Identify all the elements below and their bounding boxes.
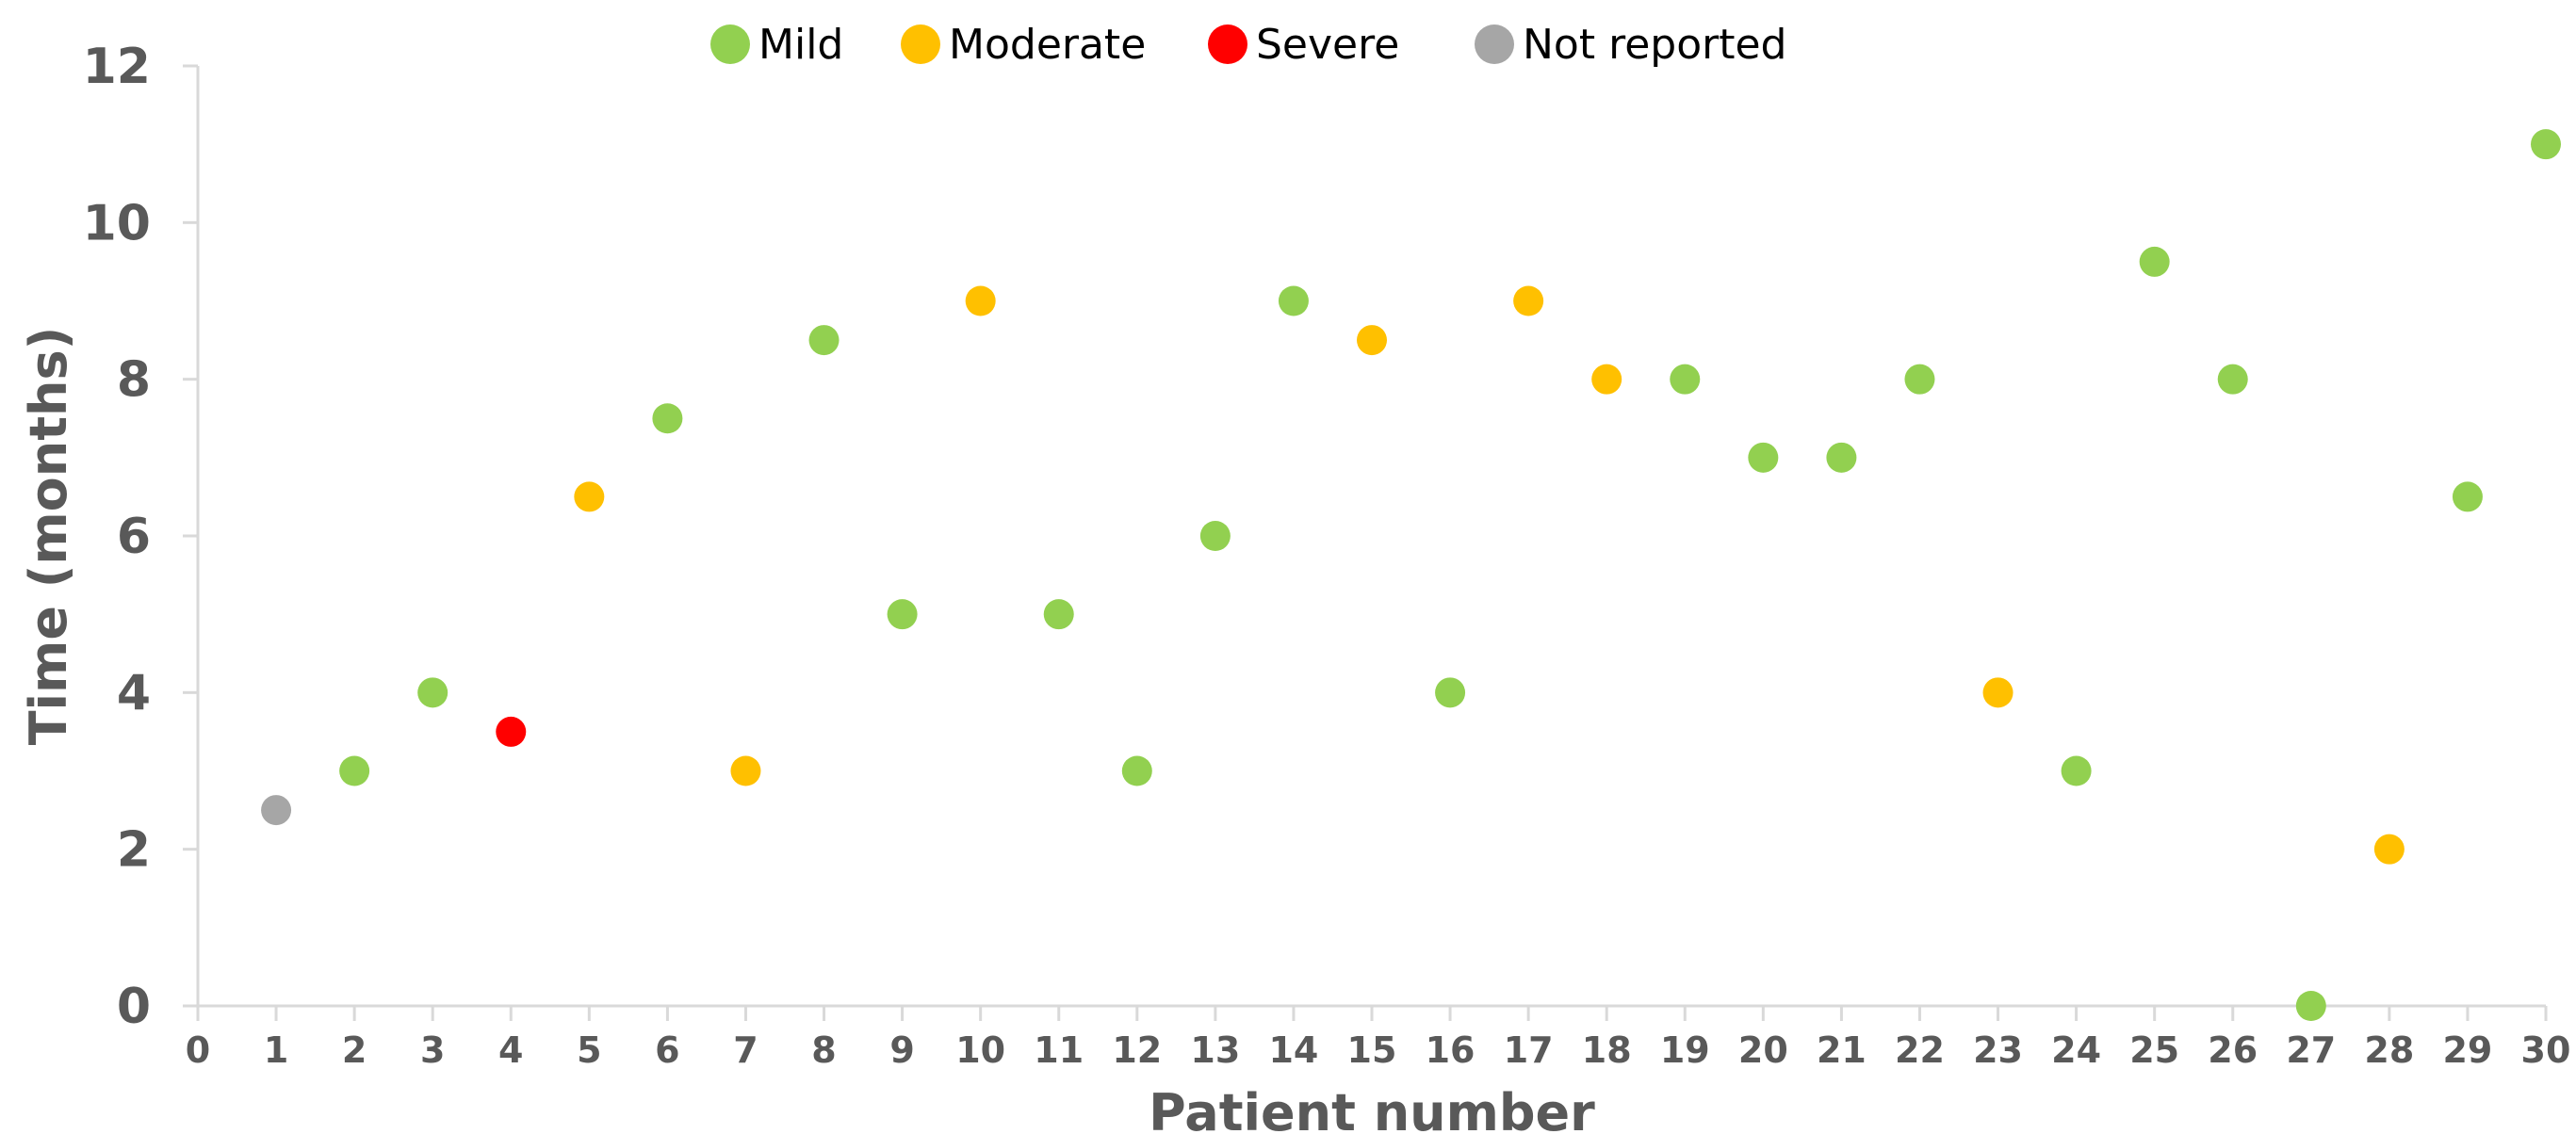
- x-ticks: 0 1 2 3 4 5 6 7 8 9 10 11 12 13 14 15 16 17 18 19 20 21 22 23 24…: [186, 1006, 2571, 1071]
- data-points: [261, 129, 2561, 1021]
- data-point-mild: [2217, 364, 2248, 395]
- x-tick-label: 13: [1190, 1029, 1240, 1071]
- legend-marker: [710, 24, 750, 64]
- x-tick-label: 15: [1347, 1029, 1397, 1071]
- data-point-mild: [1435, 677, 1466, 708]
- x-tick-label: 29: [2442, 1029, 2492, 1071]
- data-point-mild: [2452, 481, 2483, 512]
- data-point-mild: [1904, 364, 1935, 395]
- y-ticks: 0 2 4 6 8 10 12: [83, 39, 198, 1035]
- data-point-mild: [1670, 364, 1701, 395]
- x-tick-label: 27: [2286, 1029, 2336, 1071]
- x-tick-label: 25: [2129, 1029, 2179, 1071]
- x-tick-label: 18: [1582, 1029, 1632, 1071]
- legend-label: Mild: [758, 21, 843, 69]
- y-tick-label: 8: [117, 352, 151, 409]
- data-point-mild: [339, 755, 370, 786]
- x-tick-label: 22: [1895, 1029, 1945, 1071]
- x-tick-label: 11: [1034, 1029, 1084, 1071]
- data-point-mild: [1121, 755, 1152, 786]
- data-point-mild: [1278, 285, 1309, 316]
- data-point-mild: [1199, 521, 1231, 551]
- data-point-mild: [1826, 442, 1857, 473]
- x-tick-label: 3: [420, 1029, 445, 1071]
- x-tick-label: 24: [2051, 1029, 2101, 1071]
- data-point-mild: [2531, 129, 2561, 160]
- data-point-mild: [1748, 442, 1779, 473]
- x-tick-label: 20: [1738, 1029, 1788, 1071]
- legend-label: Moderate: [949, 21, 1146, 69]
- y-tick-label: 12: [83, 39, 151, 95]
- x-axis-title: Patient number: [1149, 1083, 1595, 1134]
- x-tick-label: 30: [2521, 1029, 2571, 1071]
- data-point-moderate: [1982, 677, 2014, 708]
- x-tick-label: 9: [889, 1029, 914, 1071]
- x-tick-label: 17: [1504, 1029, 1554, 1071]
- axes: [196, 66, 2546, 1008]
- x-tick-label: 16: [1426, 1029, 1475, 1071]
- data-point-mild: [652, 403, 683, 434]
- x-tick-label: 4: [498, 1029, 523, 1071]
- data-point-mild: [2139, 246, 2170, 277]
- x-tick-label: 0: [186, 1029, 210, 1071]
- legend: Mild Moderate Severe Not reported: [710, 21, 1786, 69]
- data-point-moderate: [1591, 364, 1622, 395]
- data-point-moderate: [965, 285, 996, 316]
- legend-marker: [1208, 24, 1247, 64]
- x-tick-label: 26: [2208, 1029, 2258, 1071]
- x-tick-label: 5: [577, 1029, 601, 1071]
- data-point-moderate: [2373, 834, 2405, 865]
- x-tick-label: 23: [1973, 1029, 2023, 1071]
- legend-marker: [901, 24, 940, 64]
- y-tick-label: 10: [83, 195, 151, 251]
- data-point-mild: [1043, 599, 1074, 630]
- legend-marker: [1475, 24, 1514, 64]
- data-point-mild: [808, 325, 840, 356]
- x-tick-label: 12: [1112, 1029, 1162, 1071]
- data-point-moderate: [1513, 285, 1544, 316]
- x-tick-label: 2: [342, 1029, 367, 1071]
- data-point-not-reported: [261, 795, 292, 826]
- data-point-moderate: [1357, 325, 1387, 356]
- data-point-mild: [2061, 755, 2092, 786]
- data-point-mild: [417, 677, 448, 708]
- x-tick-label: 1: [264, 1029, 288, 1071]
- y-axis-title: Time (months): [19, 327, 78, 746]
- legend-label: Not reported: [1523, 21, 1786, 69]
- x-tick-label: 14: [1268, 1029, 1318, 1071]
- x-tick-label: 8: [811, 1029, 836, 1071]
- data-point-moderate: [574, 481, 605, 512]
- x-tick-label: 7: [733, 1029, 758, 1071]
- x-tick-label: 19: [1660, 1029, 1710, 1071]
- data-point-mild: [887, 599, 918, 630]
- data-point-mild: [2295, 991, 2326, 1021]
- x-tick-label: 28: [2364, 1029, 2414, 1071]
- y-tick-label: 0: [117, 979, 151, 1035]
- data-point-severe: [496, 716, 527, 747]
- y-tick-label: 6: [117, 509, 151, 565]
- data-point-moderate: [730, 755, 761, 786]
- y-tick-label: 4: [117, 665, 151, 721]
- legend-label: Severe: [1256, 21, 1399, 69]
- x-tick-label: 6: [655, 1029, 679, 1071]
- x-tick-label: 10: [955, 1029, 1005, 1071]
- y-tick-label: 2: [117, 822, 151, 879]
- x-tick-label: 21: [1817, 1029, 1867, 1071]
